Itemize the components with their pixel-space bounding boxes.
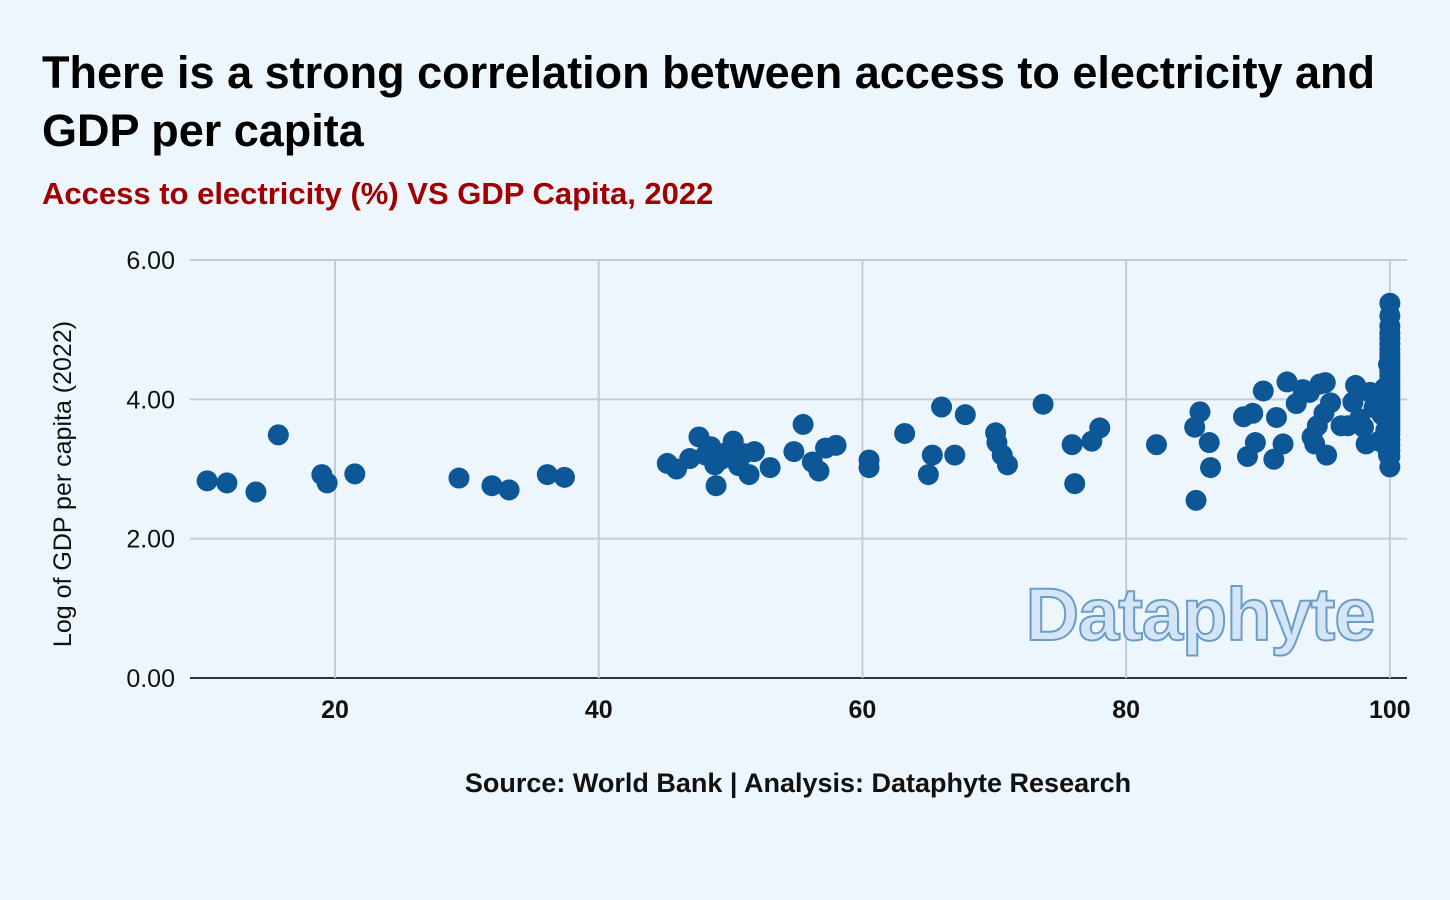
x-axis-ticks: 20 40 60 80 100 [321, 696, 1411, 724]
y-tick-label: 6.00 [126, 247, 175, 275]
data-point [1061, 434, 1083, 456]
data-point [1189, 401, 1211, 423]
data-point [759, 457, 781, 479]
data-point [931, 396, 953, 418]
y-axis-label: Log of GDP per capita (2022) [49, 321, 77, 647]
data-point [1200, 457, 1222, 479]
data-point [679, 448, 701, 470]
data-point [1342, 391, 1364, 413]
data-point [1314, 372, 1336, 394]
data-point [1185, 489, 1207, 511]
data-point [1252, 380, 1274, 402]
data-point [216, 472, 238, 494]
data-point [1276, 371, 1298, 393]
chart-title: There is a strong correlation between ac… [42, 47, 1375, 156]
data-point [267, 424, 289, 446]
data-point [743, 441, 765, 463]
data-point [245, 481, 267, 503]
data-point [553, 466, 575, 488]
data-point [481, 475, 503, 497]
data-point [1379, 456, 1401, 478]
data-point [1089, 417, 1111, 439]
x-tick-label: 20 [321, 696, 349, 724]
data-point [894, 422, 916, 444]
watermark-logo: Dataphyte [1026, 573, 1375, 656]
data-point [344, 463, 366, 485]
data-point [1242, 402, 1264, 424]
data-point [1272, 433, 1294, 455]
data-point [996, 454, 1018, 476]
data-point [1265, 406, 1287, 428]
x-tick-label: 80 [1112, 696, 1140, 724]
x-tick-label: 60 [849, 696, 877, 724]
data-point [1064, 473, 1086, 495]
data-point [705, 475, 727, 497]
data-point [954, 404, 976, 426]
chart-subtitle: Access to electricity (%) VS GDP Capita,… [42, 176, 714, 211]
data-point [316, 472, 338, 494]
data-point [1316, 444, 1338, 466]
data-point [1320, 392, 1342, 414]
y-tick-label: 2.00 [126, 526, 175, 554]
data-point [858, 457, 880, 479]
data-points [196, 292, 1401, 511]
data-point [792, 413, 814, 435]
x-tick-label: 100 [1369, 696, 1411, 724]
data-point [738, 464, 760, 486]
data-point [808, 460, 830, 482]
data-point [1145, 434, 1167, 456]
data-point [1032, 393, 1054, 415]
y-axis-ticks: 0.00 2.00 4.00 6.00 [126, 247, 175, 693]
y-tick-label: 4.00 [126, 386, 175, 414]
data-point [1198, 432, 1220, 454]
data-point [536, 464, 558, 486]
data-point [1352, 416, 1374, 438]
data-point [1244, 432, 1266, 454]
x-tick-label: 40 [585, 696, 613, 724]
data-point [783, 441, 805, 463]
data-point [917, 464, 939, 486]
data-point [825, 434, 847, 456]
source-note: Source: World Bank | Analysis: Dataphyte… [464, 768, 1132, 798]
data-point [196, 470, 218, 492]
y-tick-label: 0.00 [126, 665, 175, 693]
data-point [498, 479, 520, 501]
data-point [1263, 448, 1285, 470]
data-point [921, 444, 943, 466]
data-point [944, 444, 966, 466]
data-point [448, 467, 470, 489]
